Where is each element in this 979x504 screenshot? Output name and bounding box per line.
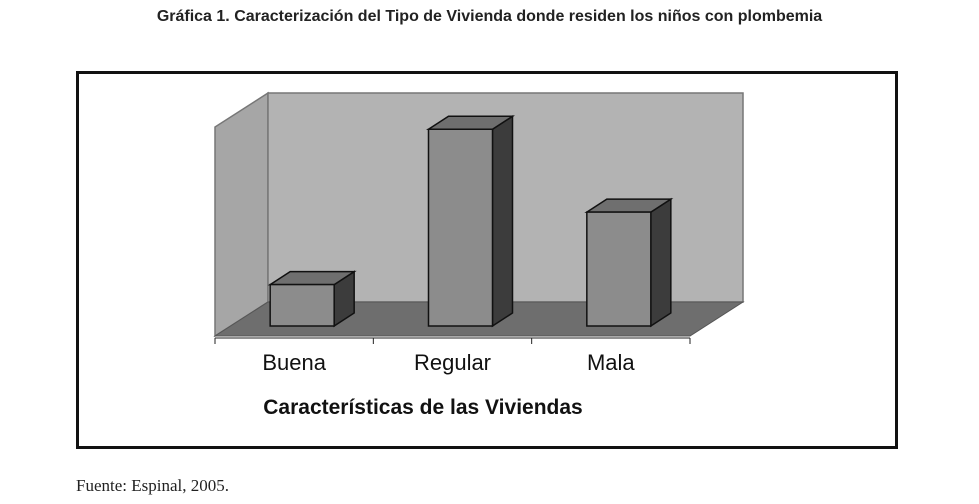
x-tick-label: Mala	[587, 350, 635, 375]
x-tick-labels: Buena Regular Mala	[262, 350, 635, 375]
side-wall	[214, 91, 269, 338]
chart-bars	[267, 114, 674, 328]
x-axis	[214, 337, 691, 344]
x-axis-label: Características de las Viviendas	[263, 396, 582, 419]
x-tick-label: Regular	[414, 350, 491, 375]
source-note: Fuente: Espinal, 2005.	[76, 476, 229, 495]
bar-side	[650, 197, 672, 328]
bar-front	[269, 283, 335, 327]
bar-front	[427, 128, 494, 327]
x-tick-label: Buena	[262, 350, 326, 375]
chart-title: Gráfica 1. Caracterización del Tipo de V…	[156, 8, 823, 25]
bar-mala	[584, 197, 674, 328]
bar-side	[491, 114, 514, 328]
bar-regular	[425, 114, 516, 328]
bar-front	[586, 211, 652, 327]
bar-buena	[267, 270, 357, 328]
